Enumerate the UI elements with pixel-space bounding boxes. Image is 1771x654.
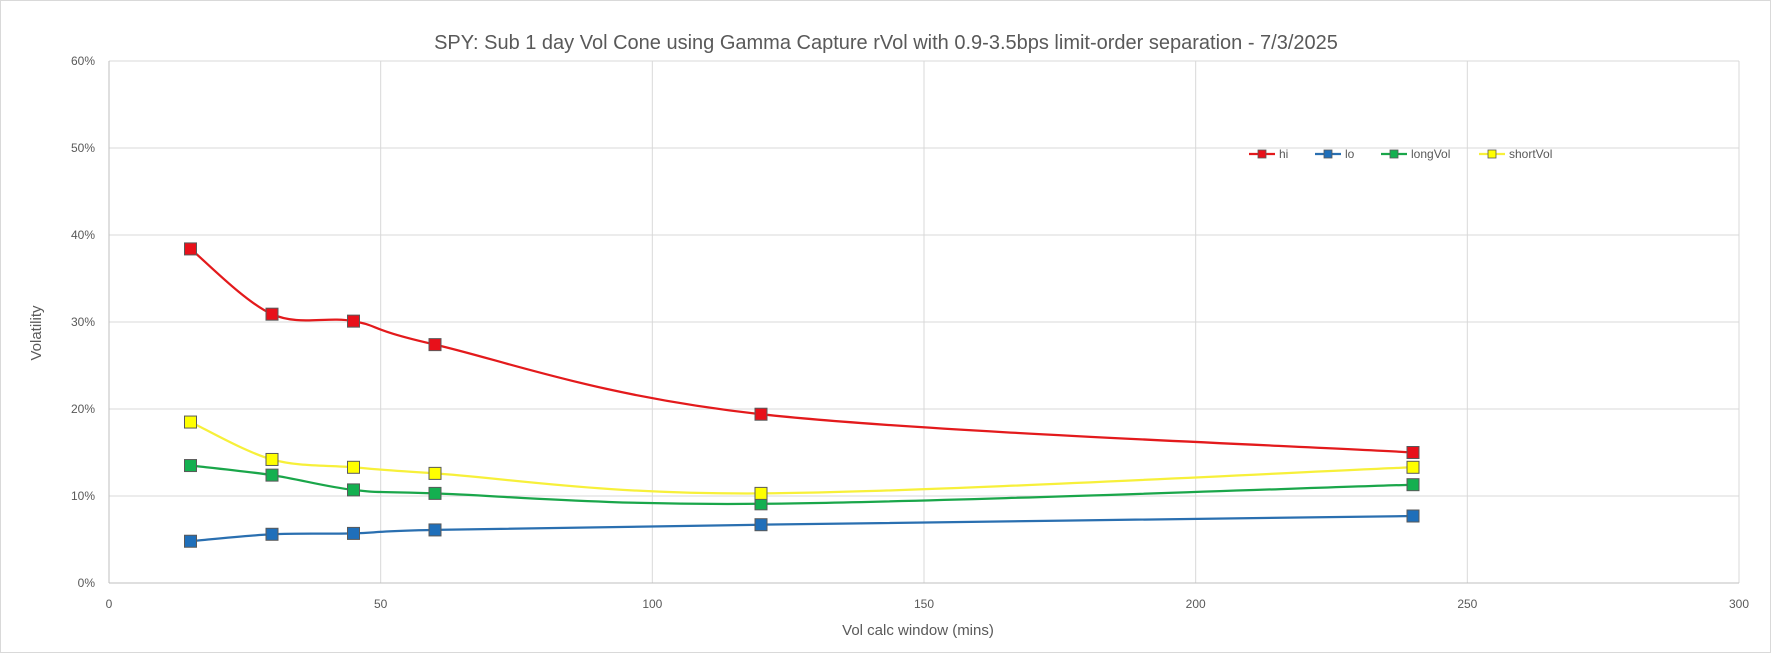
tick-labels: 0% 10% 20% 30% 40% 50% 60% 0 50 100 150 200 250 300	[71, 54, 1749, 611]
y-tick-label: 20%	[71, 402, 95, 416]
data-point-shortVol	[1406, 460, 1420, 474]
legend-label-shortVol: shortVol	[1509, 147, 1552, 161]
data-point-longVol	[1406, 478, 1420, 492]
data-point-longVol	[428, 486, 442, 500]
series-line-longVol	[190, 464, 1414, 506]
y-tick-label: 50%	[71, 141, 95, 155]
x-tick-label: 300	[1729, 597, 1749, 611]
x-tick-label: 200	[1186, 597, 1206, 611]
data-point-lo	[347, 526, 360, 540]
data-point-longVol	[265, 468, 279, 482]
y-tick-label: 60%	[71, 54, 95, 68]
legend: hi lo longVol shortVol	[1249, 147, 1552, 161]
x-tick-label: 150	[914, 597, 934, 611]
legend-marker-hi	[1257, 149, 1267, 159]
data-point-shortVol	[265, 452, 279, 466]
series-line-shortVol	[190, 420, 1414, 495]
data-point-shortVol	[347, 460, 360, 474]
y-tick-label: 0%	[78, 576, 96, 590]
gridlines	[109, 60, 1740, 583]
series-line-hi	[189, 248, 1414, 454]
legend-label-hi: hi	[1279, 147, 1288, 161]
y-tick-label: 10%	[71, 489, 95, 503]
legend-label-longVol: longVol	[1411, 147, 1450, 161]
data-point-lo	[1406, 509, 1420, 523]
y-axis-label: Volatility	[28, 305, 45, 361]
chart-title: SPY: Sub 1 day Vol Cone using Gamma Capt…	[434, 32, 1338, 54]
data-point-longVol	[347, 483, 360, 497]
data-point-hi	[1406, 446, 1420, 459]
data-point-longVol	[184, 459, 197, 473]
series-lines	[189, 248, 1414, 543]
data-point-shortVol	[754, 486, 768, 500]
data-point-hi	[428, 338, 442, 352]
x-tick-label: 50	[374, 597, 388, 611]
data-point-hi	[347, 314, 360, 328]
data-point-lo	[754, 518, 768, 532]
x-axis-label: Vol calc window (mins)	[842, 622, 994, 639]
series-markers	[184, 242, 1420, 548]
series-line-lo	[190, 514, 1414, 543]
x-tick-label: 100	[642, 597, 662, 611]
legend-label-lo: lo	[1345, 147, 1355, 161]
legend-marker-longVol	[1389, 149, 1399, 159]
data-point-lo	[184, 534, 197, 548]
data-point-hi	[754, 407, 768, 421]
y-tick-label: 40%	[71, 228, 95, 242]
x-tick-label: 0	[106, 597, 113, 611]
data-point-hi	[184, 242, 197, 256]
data-point-lo	[265, 527, 279, 541]
legend-marker-lo	[1323, 149, 1333, 159]
data-point-hi	[265, 307, 279, 321]
data-point-lo	[428, 523, 442, 537]
y-tick-label: 30%	[71, 315, 95, 329]
x-tick-label: 250	[1457, 597, 1477, 611]
data-point-shortVol	[184, 415, 197, 429]
axes	[108, 61, 1739, 584]
legend-marker-shortVol	[1487, 149, 1497, 159]
data-point-shortVol	[428, 466, 442, 480]
